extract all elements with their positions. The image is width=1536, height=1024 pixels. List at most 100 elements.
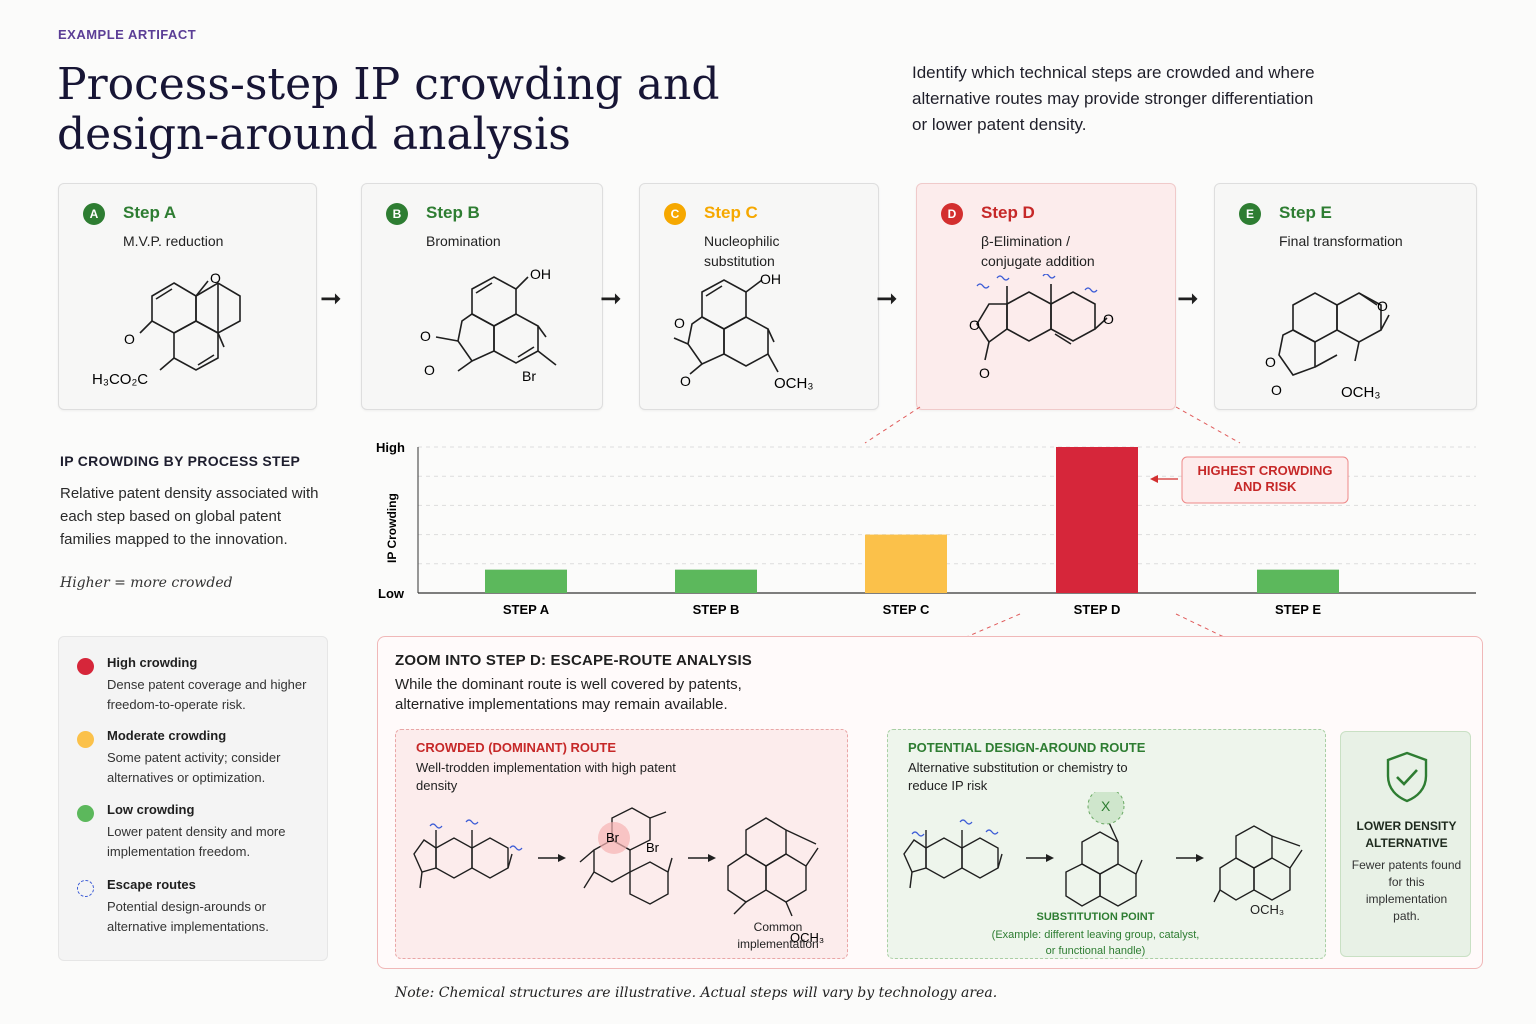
atom-label: O bbox=[1103, 311, 1114, 327]
step-desc: M.V.P. reduction bbox=[123, 233, 224, 249]
bar-step-e bbox=[1257, 569, 1339, 593]
substitution-point-circle bbox=[1087, 792, 1125, 825]
legend-title: High crowding bbox=[107, 655, 198, 670]
route-desc: Alternative substitution or chemistry to… bbox=[908, 760, 1128, 793]
y-tick-high: High bbox=[376, 440, 405, 455]
arrow-right-icon: ➞ bbox=[600, 283, 622, 313]
molecule-c: OH O O OCH₃ bbox=[673, 272, 813, 392]
legend-desc: Some patent activity; consider alternati… bbox=[107, 750, 281, 785]
bar-step-a bbox=[485, 569, 567, 593]
br-label: Br bbox=[646, 840, 660, 855]
crowding-bar-chart: High Low IP Crowding STEP A STEP B STEP C S… bbox=[376, 440, 1476, 617]
page-subtitle: Identify which technical steps are crowd… bbox=[912, 63, 1315, 134]
connector-lines-zoom bbox=[963, 613, 1227, 639]
molecule-e: O O O OCH₃ bbox=[1265, 292, 1390, 401]
step-desc: Final transformation bbox=[1279, 233, 1403, 249]
alternative-panel: LOWER DENSITY ALTERNATIVE Fewer patents … bbox=[1340, 731, 1471, 957]
step-name: Step A bbox=[123, 203, 177, 222]
crowded-route-panel: CROWDED (DOMINANT) ROUTE Well-trodden im… bbox=[395, 729, 848, 959]
atom-label: O bbox=[969, 317, 980, 333]
och3-label: OCH₃ bbox=[1250, 902, 1285, 917]
step-name: Step C bbox=[704, 203, 758, 222]
alternative-desc: Fewer patents found for this implementat… bbox=[1351, 858, 1462, 923]
x-tick-label: STEP D bbox=[1074, 602, 1121, 617]
x-mark: X bbox=[1101, 798, 1111, 814]
section-note: Higher = more crowded bbox=[60, 575, 233, 591]
atom-label: O bbox=[979, 365, 990, 381]
step-badge: D bbox=[941, 203, 963, 225]
substitution-point-desc: (Example: different leaving group, catal… bbox=[991, 929, 1200, 957]
atom-label: O bbox=[424, 362, 435, 378]
step-name: Step B bbox=[426, 203, 480, 222]
zoom-title: ZOOM INTO STEP D: ESCAPE-ROUTE ANALYSIS bbox=[395, 652, 753, 669]
atom-label: O bbox=[210, 270, 221, 286]
route-title: POTENTIAL DESIGN-AROUND ROUTE bbox=[908, 740, 1146, 755]
red-dot-icon bbox=[77, 658, 94, 675]
step-desc: Bromination bbox=[426, 233, 501, 249]
br-label: Br bbox=[606, 830, 620, 845]
route-title: CROWDED (DOMINANT) ROUTE bbox=[416, 740, 617, 755]
step-card-c: C Step C Nucleophilic substitution OH O … bbox=[639, 183, 879, 410]
y-tick-low: Low bbox=[378, 586, 405, 601]
shield-check-icon bbox=[1386, 751, 1428, 803]
step-desc: β-Elimination / conjugate addition bbox=[981, 233, 1095, 269]
atom-label: O bbox=[1377, 298, 1388, 314]
footnote: Note: Chemical structures are illustrati… bbox=[395, 985, 998, 1001]
step-name: Step D bbox=[981, 203, 1035, 222]
legend-desc: Lower patent density and more implementa… bbox=[107, 824, 286, 859]
y-axis-label: IP Crowding bbox=[385, 493, 399, 563]
step-desc: Nucleophilic substitution bbox=[704, 233, 780, 269]
section-text: Relative patent density associated with … bbox=[60, 485, 319, 548]
x-tick-label: STEP A bbox=[503, 602, 550, 617]
atom-label: O bbox=[674, 315, 685, 331]
step-badge: E bbox=[1239, 203, 1261, 225]
eyebrow: EXAMPLE ARTIFACT bbox=[58, 27, 197, 42]
atom-label: OCH₃ bbox=[774, 375, 813, 392]
legend-desc: Dense patent coverage and higher freedom… bbox=[107, 677, 307, 712]
legend-desc: Potential design-arounds or alternative … bbox=[107, 899, 269, 934]
squiggle-icon bbox=[976, 274, 1098, 293]
crowded-route-diagram: Br Br OCH₃ bbox=[413, 807, 824, 945]
atom-label: OCH₃ bbox=[1341, 384, 1380, 401]
yellow-dot-icon bbox=[77, 731, 94, 748]
atom-label: OH bbox=[760, 272, 781, 287]
step-card-a: A Step A M.V.P. reduction O O H₃CO₂C bbox=[58, 183, 317, 410]
bar-step-c bbox=[865, 534, 947, 593]
step-badge: C bbox=[664, 203, 686, 225]
design-around-diagram: X bbox=[903, 792, 1303, 907]
atom-label: OH bbox=[530, 269, 551, 282]
zoom-panel: ZOOM INTO STEP D: ESCAPE-ROUTE ANALYSIS … bbox=[377, 636, 1483, 969]
legend-panel: High crowding Dense patent coverage and … bbox=[58, 636, 328, 961]
substitution-point-title: SUBSTITUTION POINT bbox=[1036, 911, 1155, 923]
step-card-e: E Step E Final transformation O O O OCH₃ bbox=[1214, 183, 1477, 410]
caption-common: Common implementation bbox=[737, 920, 819, 951]
connector-lines bbox=[864, 406, 1241, 444]
atom-label: O bbox=[1271, 382, 1282, 398]
step-badge: A bbox=[83, 203, 105, 225]
legend-title: Moderate crowding bbox=[107, 728, 227, 743]
legend-title: Low crowding bbox=[107, 802, 195, 817]
molecule-a: O O H₃CO₂C bbox=[92, 270, 241, 388]
atom-label: H₃CO₂C bbox=[92, 371, 148, 388]
arrow-right-icon: ➞ bbox=[876, 283, 898, 313]
step-card-d: D Step D β-Elimination / conjugate addit… bbox=[916, 183, 1176, 410]
molecule-d: O O O bbox=[969, 274, 1114, 381]
step-name: Step E bbox=[1279, 203, 1332, 222]
step-card-b: B Step B Bromination OH O O Br bbox=[361, 183, 603, 410]
arrow-right-icon: ➞ bbox=[320, 283, 342, 313]
legend-title: Escape routes bbox=[107, 877, 196, 892]
highlight-circle bbox=[598, 822, 630, 854]
squiggle-icon bbox=[911, 819, 999, 837]
design-around-panel: POTENTIAL DESIGN-AROUND ROUTE Alternativ… bbox=[887, 729, 1326, 959]
route-desc: Well-trodden implementation with high pa… bbox=[416, 760, 676, 793]
molecule-b: OH O O Br bbox=[420, 269, 557, 384]
dashed-circle-icon bbox=[77, 880, 94, 897]
green-dot-icon bbox=[77, 805, 94, 822]
atom-label: O bbox=[420, 328, 431, 344]
x-tick-label: STEP C bbox=[883, 602, 930, 617]
squiggle-icon bbox=[429, 819, 523, 851]
step-badge: B bbox=[386, 203, 408, 225]
och3-label: OCH₃ bbox=[790, 930, 824, 945]
atom-label: O bbox=[124, 331, 135, 347]
page-title: Process-step IP crowding and design-arou… bbox=[57, 59, 720, 160]
